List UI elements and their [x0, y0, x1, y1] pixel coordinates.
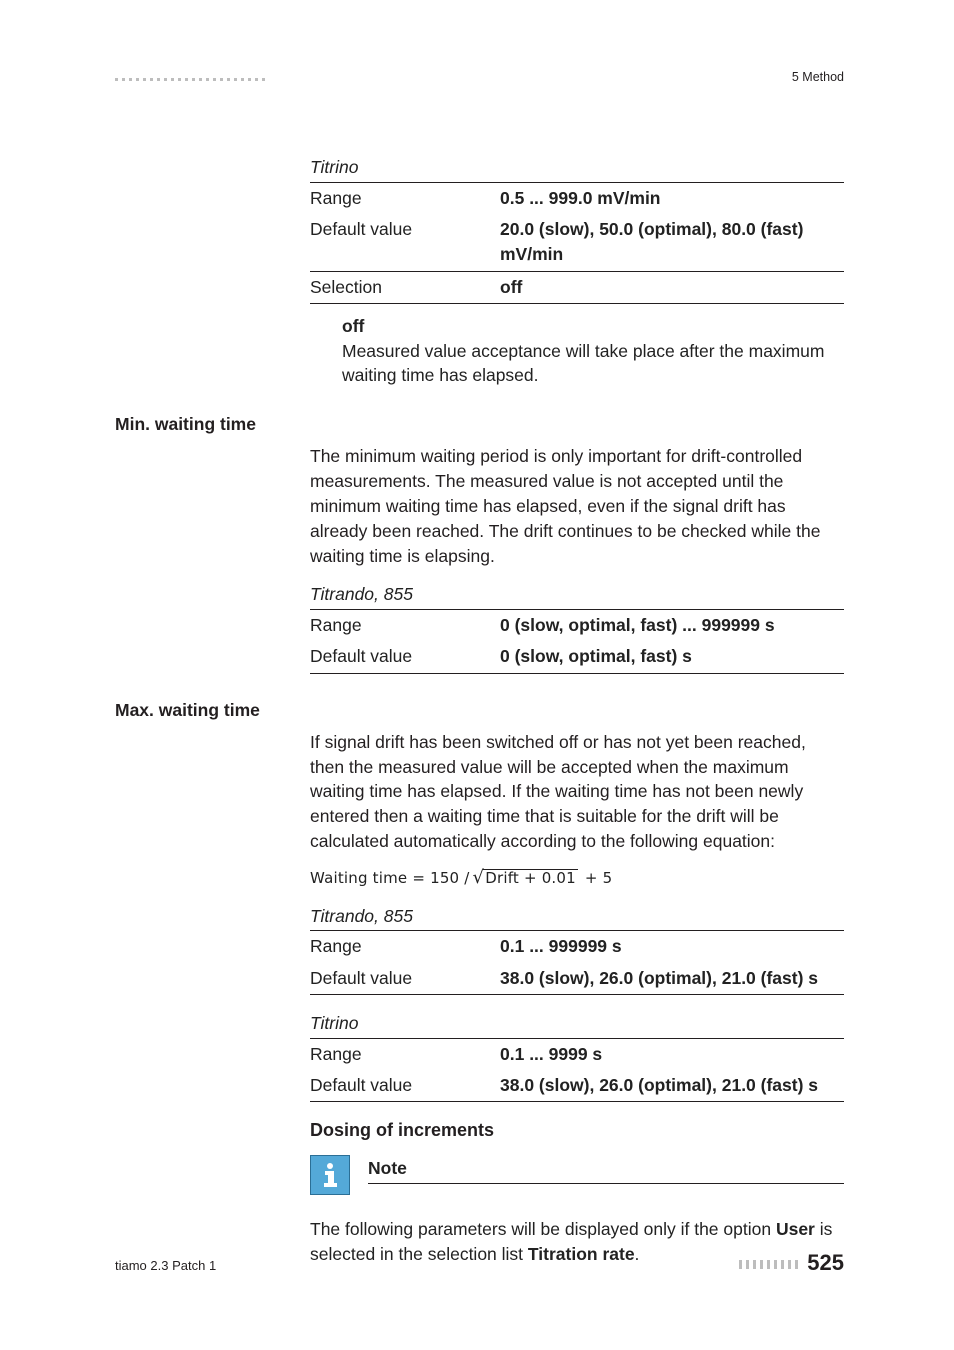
formula-radicand: Drift + 0.01	[483, 869, 578, 886]
device-heading-titrando855-b: Titrando, 855	[310, 904, 844, 929]
device-heading-titrino: Titrino	[310, 155, 844, 180]
heading-max-waiting: Max. waiting time	[115, 700, 300, 722]
value-default: 38.0 (slow), 26.0 (optimal), 21.0 (fast)…	[500, 1070, 844, 1102]
value-default: 20.0 (slow), 50.0 (optimal), 80.0 (fast)…	[500, 214, 844, 271]
footer-page: 525	[739, 1250, 844, 1276]
note-title: Note	[368, 1158, 844, 1184]
label-default: Default value	[310, 214, 500, 271]
spec-table-min-wait: Range 0 (slow, optimal, fast) ... 999999…	[310, 609, 844, 674]
para-max-waiting: If signal drift has been switched off or…	[310, 730, 844, 854]
formula-suffix: + 5	[585, 871, 612, 886]
formula-waiting-time: Waiting time = 150 / √ Drift + 0.01 + 5	[310, 868, 844, 886]
label-selection: Selection	[310, 272, 500, 304]
spec-table-max-wait-2: Range 0.1 ... 9999 s Default value 38.0 …	[310, 1038, 844, 1103]
header-dots	[115, 78, 267, 81]
label-default: Default value	[310, 1070, 500, 1102]
value-range: 0.1 ... 999999 s	[500, 931, 844, 962]
sqrt-icon: √	[473, 869, 485, 887]
value-selection: off	[500, 272, 844, 304]
value-range: 0.1 ... 9999 s	[500, 1039, 844, 1070]
value-range: 0.5 ... 999.0 mV/min	[500, 183, 844, 214]
term-off: off	[342, 314, 844, 339]
spec-table-max-wait-1: Range 0.1 ... 999999 s Default value 38.…	[310, 930, 844, 995]
label-default: Default value	[310, 641, 500, 673]
para-min-waiting: The minimum waiting period is only impor…	[310, 444, 844, 568]
label-range: Range	[310, 931, 500, 962]
heading-min-waiting: Min. waiting time	[115, 414, 300, 436]
footer-dots	[739, 1260, 799, 1269]
device-heading-titrino-b: Titrino	[310, 1011, 844, 1036]
formula-prefix: Waiting time = 150 /	[310, 871, 470, 886]
value-default: 0 (slow, optimal, fast) s	[500, 641, 844, 673]
heading-dosing: Dosing of increments	[310, 1120, 844, 1141]
spec-table-titrino: Range 0.5 ... 999.0 mV/min Default value…	[310, 182, 844, 305]
label-default: Default value	[310, 963, 500, 995]
label-range: Range	[310, 183, 500, 214]
device-heading-titrando855-a: Titrando, 855	[310, 582, 844, 607]
value-range: 0 (slow, optimal, fast) ... 999999 s	[500, 610, 844, 641]
info-icon	[310, 1155, 350, 1195]
header-section: 5 Method	[792, 70, 844, 84]
def-off: Measured value acceptance will take plac…	[342, 339, 844, 389]
label-range: Range	[310, 1039, 500, 1070]
footer-product: tiamo 2.3 Patch 1	[115, 1258, 216, 1273]
label-range: Range	[310, 610, 500, 641]
value-default: 38.0 (slow), 26.0 (optimal), 21.0 (fast)…	[500, 963, 844, 995]
